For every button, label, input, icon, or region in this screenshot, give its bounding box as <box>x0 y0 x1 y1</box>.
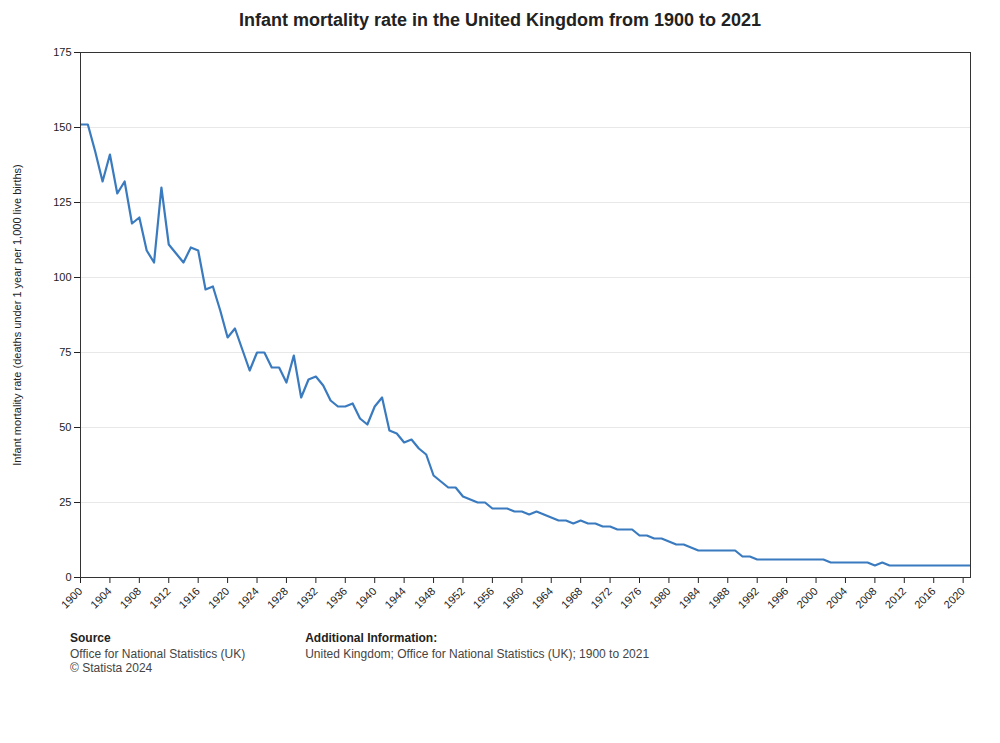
html-text:Office for National Statistics: Office for National Statistics (UK) <box>70 647 246 661</box>
svg-text:1932: 1932 <box>294 585 320 611</box>
svg-text:1908: 1908 <box>117 585 143 611</box>
svg-text:25: 25 <box>59 496 71 508</box>
svg-text:1960: 1960 <box>500 585 526 611</box>
svg-text:2004: 2004 <box>824 585 850 611</box>
svg-text:1912: 1912 <box>147 585 173 611</box>
svg-text:2008: 2008 <box>853 585 879 611</box>
svg-text:1964: 1964 <box>529 585 555 611</box>
html-text:United Kingdom; Office for Nat: United Kingdom; Office for National Stat… <box>305 647 650 661</box>
svg-text:2016: 2016 <box>912 585 938 611</box>
svg-text:1916: 1916 <box>176 585 202 611</box>
svg-text:1940: 1940 <box>353 585 379 611</box>
svg-text:Infant mortality rate (deaths: Infant mortality rate (deaths under 1 ye… <box>11 164 23 465</box>
svg-text:1928: 1928 <box>265 585 291 611</box>
html-text:© Statista 2024: © Statista 2024 <box>70 661 153 675</box>
svg-text:1900: 1900 <box>59 585 85 611</box>
svg-text:50: 50 <box>59 421 71 433</box>
svg-text:1972: 1972 <box>588 585 614 611</box>
svg-text:100: 100 <box>53 271 71 283</box>
svg-text:1956: 1956 <box>471 585 497 611</box>
svg-text:1984: 1984 <box>676 585 702 611</box>
svg-text:1920: 1920 <box>206 585 232 611</box>
svg-text:1924: 1924 <box>235 585 261 611</box>
svg-text:1988: 1988 <box>706 585 732 611</box>
svg-text:1904: 1904 <box>88 585 114 611</box>
svg-text:1944: 1944 <box>382 585 408 611</box>
html-text:Additional Information:: Additional Information: <box>305 631 438 645</box>
svg-text:2012: 2012 <box>882 585 908 611</box>
svg-text:75: 75 <box>59 346 71 358</box>
html-text:Infant mortality rate in the U: Infant mortality rate in the United King… <box>239 10 761 30</box>
svg-text:0: 0 <box>65 571 71 583</box>
svg-text:2020: 2020 <box>941 585 967 611</box>
svg-text:2000: 2000 <box>794 585 820 611</box>
html-text:Source: Source <box>70 631 111 645</box>
svg-text:1968: 1968 <box>559 585 585 611</box>
svg-text:1976: 1976 <box>618 585 644 611</box>
svg-text:150: 150 <box>53 121 71 133</box>
svg-text:1992: 1992 <box>735 585 761 611</box>
svg-text:1952: 1952 <box>441 585 467 611</box>
svg-text:1996: 1996 <box>765 585 791 611</box>
svg-text:175: 175 <box>53 46 71 58</box>
svg-text:1936: 1936 <box>323 585 349 611</box>
svg-text:125: 125 <box>53 196 71 208</box>
svg-text:1948: 1948 <box>412 585 438 611</box>
svg-text:1980: 1980 <box>647 585 673 611</box>
